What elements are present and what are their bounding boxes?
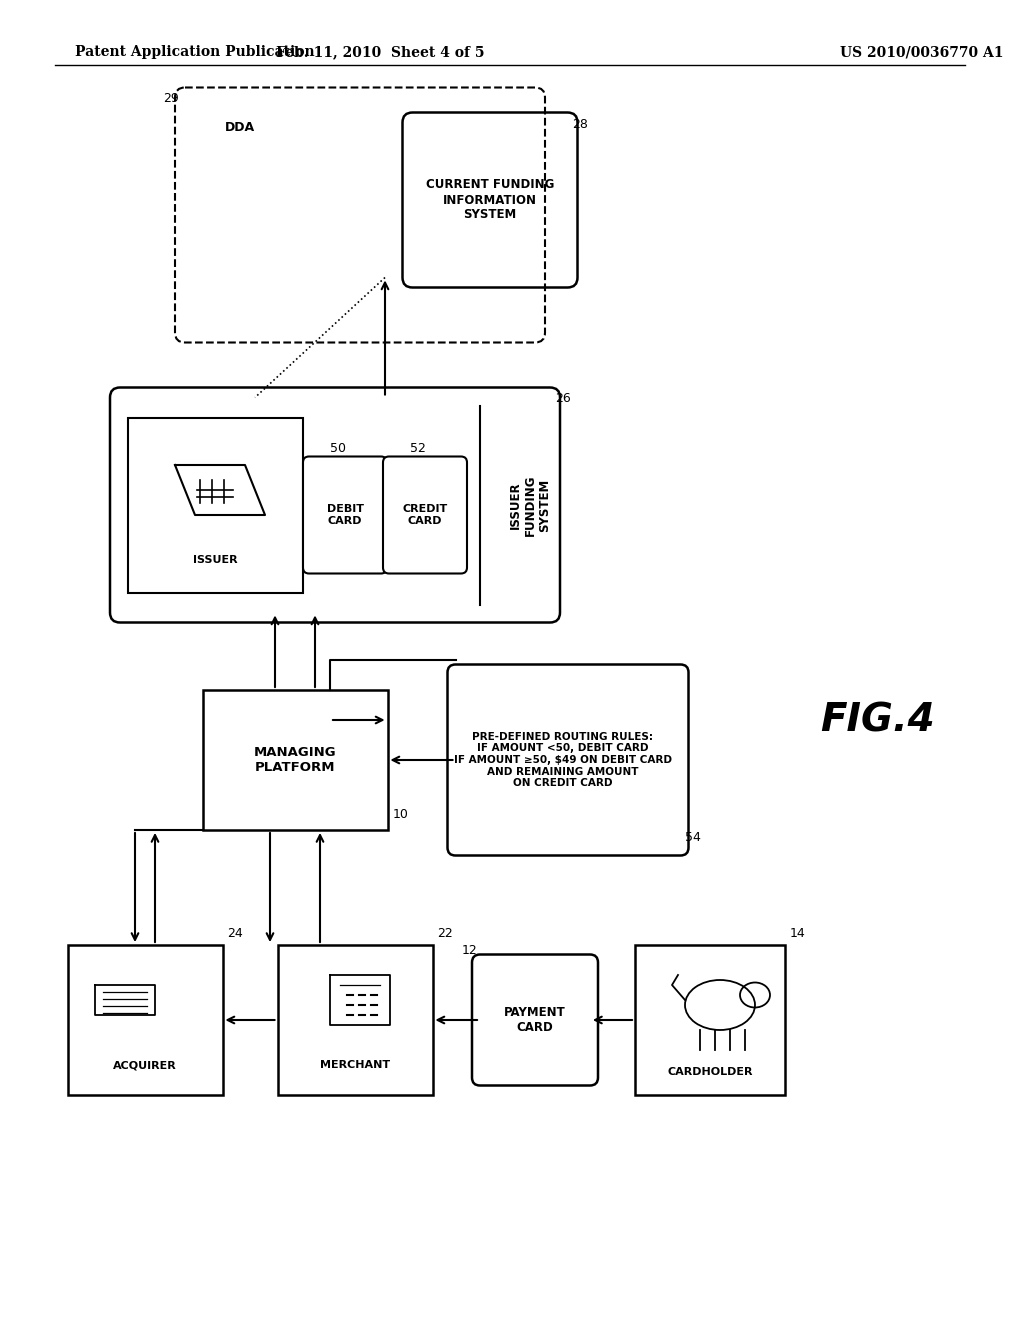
Text: CREDIT
CARD: CREDIT CARD [402, 504, 447, 525]
Text: Feb. 11, 2010  Sheet 4 of 5: Feb. 11, 2010 Sheet 4 of 5 [275, 45, 484, 59]
Text: 54: 54 [685, 832, 701, 843]
Text: 10: 10 [392, 808, 409, 821]
Text: ACQUIRER: ACQUIRER [113, 1060, 177, 1071]
Text: 12: 12 [461, 945, 477, 957]
Text: FIG.4: FIG.4 [820, 701, 935, 739]
Text: 50: 50 [330, 441, 346, 454]
Text: 26: 26 [555, 392, 570, 405]
Bar [68, 945, 222, 1096]
Text: MANAGING
PLATFORM: MANAGING PLATFORM [254, 746, 336, 774]
Text: 22: 22 [437, 927, 454, 940]
FancyBboxPatch shape [303, 457, 387, 573]
FancyBboxPatch shape [447, 664, 688, 855]
Text: DEBIT
CARD: DEBIT CARD [327, 504, 364, 525]
Text: 29: 29 [163, 92, 179, 106]
Text: US 2010/0036770 A1: US 2010/0036770 A1 [840, 45, 1004, 59]
Text: CURRENT FUNDING
INFORMATION
SYSTEM: CURRENT FUNDING INFORMATION SYSTEM [426, 178, 554, 222]
FancyBboxPatch shape [472, 954, 598, 1085]
Bar [203, 690, 387, 830]
Text: ISSUER: ISSUER [193, 554, 238, 565]
Text: 52: 52 [410, 441, 426, 454]
FancyBboxPatch shape [110, 388, 560, 623]
FancyBboxPatch shape [383, 457, 467, 573]
Text: 24: 24 [227, 927, 244, 940]
Text: ISSUER
FUNDING
SYSTEM: ISSUER FUNDING SYSTEM [509, 474, 552, 536]
Text: Patent Application Publication: Patent Application Publication [75, 45, 314, 59]
Text: PAYMENT
CARD: PAYMENT CARD [504, 1006, 566, 1034]
Bar [278, 945, 432, 1096]
Text: PRE-DEFINED ROUTING RULES:
IF AMOUNT <50, DEBIT CARD
IF AMOUNT ≥50, $49 ON DEBIT: PRE-DEFINED ROUTING RULES: IF AMOUNT <50… [454, 731, 672, 788]
Text: 14: 14 [790, 927, 806, 940]
Text: 28: 28 [572, 117, 589, 131]
FancyBboxPatch shape [402, 112, 578, 288]
Text: CARDHOLDER: CARDHOLDER [668, 1067, 753, 1077]
Text: DDA: DDA [225, 121, 255, 135]
Bar [635, 945, 785, 1096]
Bar [128, 417, 302, 593]
Text: MERCHANT: MERCHANT [319, 1060, 390, 1071]
